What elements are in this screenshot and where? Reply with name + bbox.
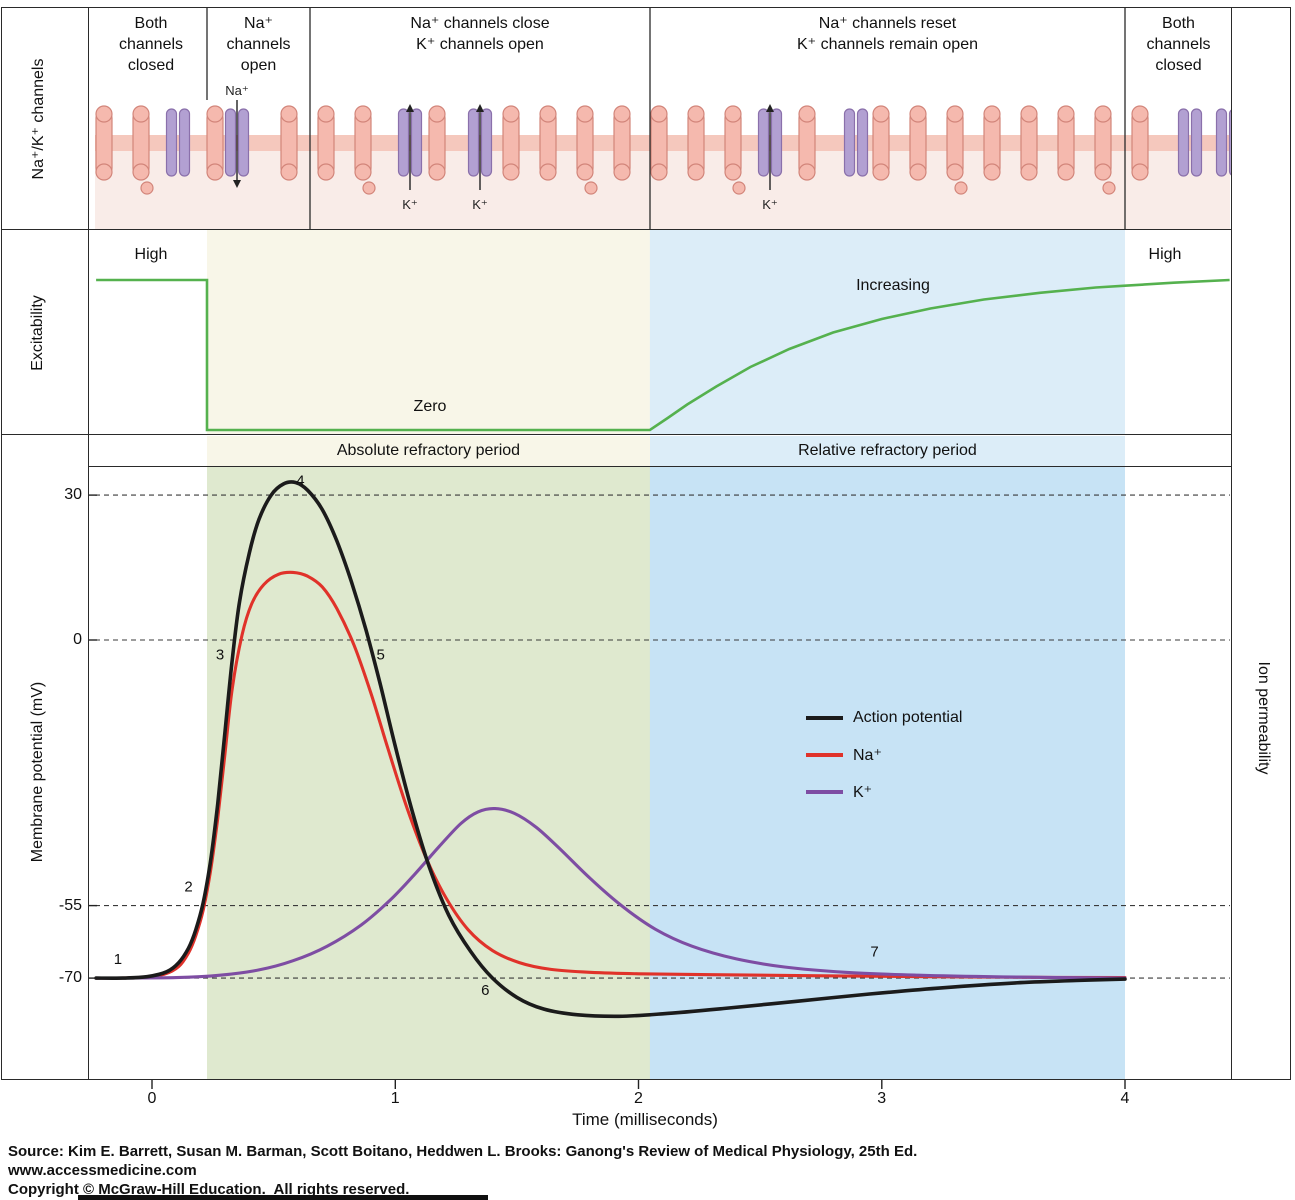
membrane-protein xyxy=(95,105,113,181)
curve-action-potential xyxy=(94,480,1127,1019)
membrane-protein xyxy=(206,105,224,181)
k-flow-label: K⁺ xyxy=(472,197,488,212)
curve-point-2: 2 xyxy=(184,878,192,895)
legend-item: K⁺ xyxy=(806,773,962,810)
section-label-both-closed-right: Both channels closed xyxy=(1146,15,1211,74)
curve-k-permeability xyxy=(94,807,1127,980)
membrane-protein xyxy=(317,105,335,181)
y-tick-label: -55 xyxy=(58,896,82,914)
curve-point-7: 7 xyxy=(870,944,878,961)
x-axis-title: Time (milliseconds) xyxy=(572,1110,718,1129)
membrane-protein xyxy=(650,105,668,181)
y-tick-label: 0 xyxy=(73,631,82,648)
membrane-protein xyxy=(1057,105,1075,181)
bottom-bar xyxy=(78,1195,488,1200)
excitability-plot xyxy=(96,230,1230,435)
membrane-protein xyxy=(576,105,598,195)
k-flow-label: K⁺ xyxy=(402,197,418,212)
curve-point-4: 4 xyxy=(296,473,304,490)
absolute-refractory-region xyxy=(207,467,650,1080)
curve-point-6: 6 xyxy=(481,982,489,999)
ion-channel xyxy=(165,108,191,177)
right-label-divider xyxy=(1231,7,1232,1080)
membrane-protein xyxy=(909,105,927,181)
curve-point-5: 5 xyxy=(377,647,385,664)
membrane-protein xyxy=(428,105,446,181)
source-line-2: www.accessmedicine.com xyxy=(8,1162,197,1179)
excitability-increasing-label: Increasing xyxy=(856,277,930,294)
membrane-protein xyxy=(1131,105,1149,181)
legend-label: Na⁺ xyxy=(853,746,882,764)
excitability-curve xyxy=(96,278,1230,432)
ion-channel xyxy=(757,108,783,177)
membrane-protein xyxy=(280,105,298,181)
membrane-protein xyxy=(1094,105,1116,195)
membrane-protein xyxy=(798,105,816,181)
band-row-divider xyxy=(88,466,1231,467)
membrane-protein xyxy=(724,105,746,195)
legend-item: Action potential xyxy=(806,699,962,736)
membrane-protein xyxy=(132,105,154,195)
x-tick-label: 3 xyxy=(877,1090,887,1107)
ion-channel xyxy=(1177,108,1203,177)
ion-channel xyxy=(467,108,493,177)
x-tick-label: 0 xyxy=(147,1090,157,1107)
source-line-1: Source: Kim E. Barrett, Susan M. Barman,… xyxy=(8,1143,918,1160)
na-flow-label: Na⁺ xyxy=(225,83,248,98)
left-label-divider xyxy=(88,7,89,1080)
membrane-potential-axis-label: Membrane potential (mV) xyxy=(29,681,46,863)
excitability-panel-divider xyxy=(1,434,1231,435)
ion-channel xyxy=(397,108,423,177)
membrane-protein xyxy=(872,105,890,181)
membrane-protein xyxy=(983,105,1001,181)
absolute-refractory-band: Absolute refractory period xyxy=(206,436,650,466)
channels-axis-label: Na⁺/K⁺ channels xyxy=(30,58,47,180)
membrane-protein xyxy=(613,105,631,181)
section-label-both-closed-left: Both channels closed xyxy=(118,15,184,74)
x-tick-label: 2 xyxy=(634,1090,643,1107)
x-axis-ticks xyxy=(151,1080,1126,1089)
membrane-protein xyxy=(946,105,968,195)
ion-channel xyxy=(1215,108,1232,177)
legend-item: Na⁺ xyxy=(806,736,962,773)
ion-permeability-axis-label: Ion permeability xyxy=(1255,661,1272,775)
curve-point-1: 1 xyxy=(114,951,122,968)
membrane-illustration: Na⁺ K⁺ K⁺ K⁺ xyxy=(95,8,1232,230)
membrane-potential-plot: 1 2 3 4 5 6 7 xyxy=(88,467,1230,1080)
y-tick-label: 30 xyxy=(64,486,82,504)
relative-refractory-band: Relative refractory period xyxy=(649,436,1125,466)
ion-channel xyxy=(224,108,250,177)
k-flow-label: K⁺ xyxy=(762,197,778,212)
membrane-protein xyxy=(1020,105,1038,181)
section-label-na-reset-k-open: Na⁺ channels reset K⁺ channels remain op… xyxy=(797,15,978,53)
x-tick-label: 1 xyxy=(390,1090,400,1107)
legend-label: Action potential xyxy=(853,708,963,726)
excitability-zero-label: Zero xyxy=(413,398,447,415)
membrane-protein xyxy=(502,105,520,181)
source-attribution: Source: Kim E. Barrett, Susan M. Barman,… xyxy=(8,1142,917,1199)
legend: Action potential Na⁺ K⁺ xyxy=(806,699,962,810)
source-line-3: Copyright © McGraw-Hill Education. All r… xyxy=(8,1181,410,1198)
section-label-na-open: Na⁺ channels open xyxy=(226,15,291,74)
channels-panel-divider xyxy=(1,229,1231,230)
section-label-na-close-k-open: Na⁺ channels close K⁺ channels open xyxy=(410,15,550,53)
excitability-high-left-label: High xyxy=(134,246,168,263)
excitability-high-right-label: High xyxy=(1148,246,1182,263)
y-tick-label: -70 xyxy=(58,969,82,987)
excitability-axis-label: Excitability xyxy=(29,295,46,371)
legend-line-swatch xyxy=(806,715,843,720)
curve-point-3: 3 xyxy=(216,647,224,664)
membrane-protein xyxy=(687,105,705,181)
ion-channel xyxy=(843,108,869,177)
membrane-protein xyxy=(354,105,376,195)
x-tick-label: 4 xyxy=(1120,1090,1130,1107)
legend-label: K⁺ xyxy=(853,783,873,801)
legend-line-swatch xyxy=(806,789,843,794)
legend-line-swatch xyxy=(806,752,843,757)
membrane-protein xyxy=(539,105,557,181)
